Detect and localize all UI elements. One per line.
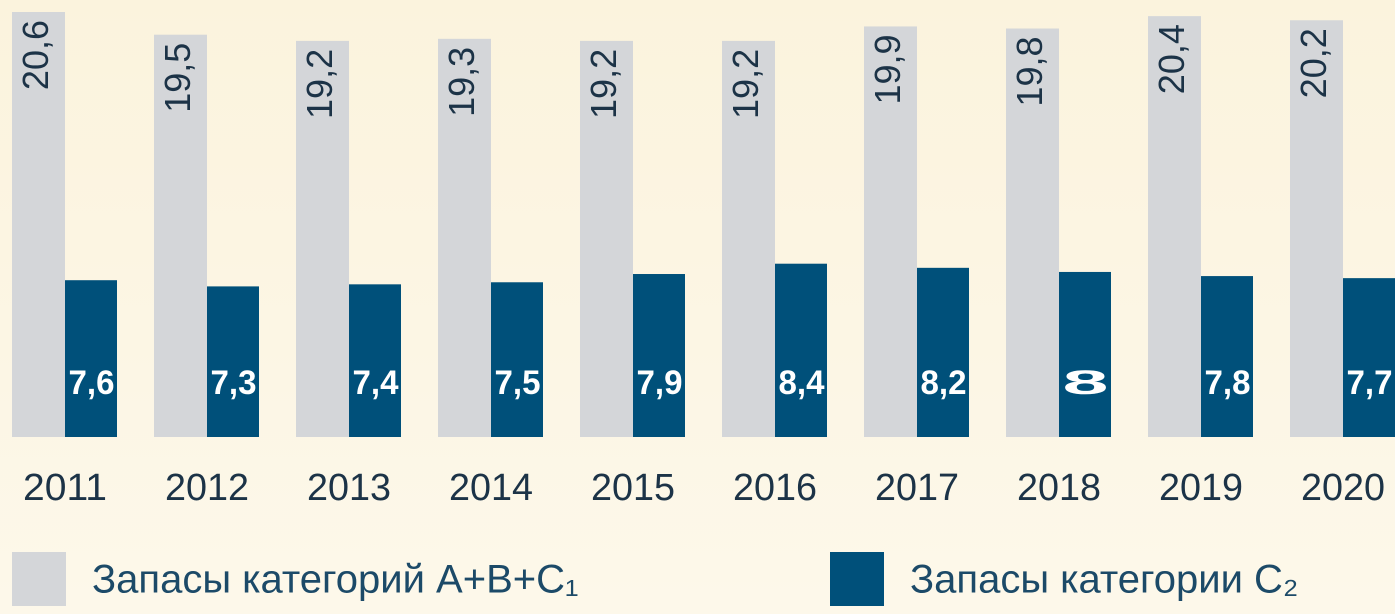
bar [580,40,633,438]
x-tick-label: 2012 [165,467,249,509]
value-label: 7,7 [1347,364,1393,402]
bar [722,40,775,438]
value-label: 19,9 [867,34,908,104]
value-label: 7,6 [69,364,115,402]
x-tick-label: 2017 [875,467,959,509]
value-label: 8,4 [779,364,825,402]
bar [917,267,969,437]
bar [1343,278,1395,437]
bar [65,280,117,437]
bar [633,274,685,437]
x-tick-label: 2013 [307,467,391,509]
bar [864,26,917,438]
x-tick-label: 2011 [23,467,107,509]
value-label: 19,2 [725,49,766,119]
x-tick-label: 2018 [1017,467,1101,509]
value-label: 19,3 [441,47,482,117]
bar [1290,20,1343,437]
bar [349,284,401,437]
value-label: 19,2 [299,49,340,119]
value-label: 20,6 [15,20,56,90]
bar [1059,271,1111,437]
x-tick-label: 2014 [449,467,533,509]
value-label: 8,2 [921,364,967,402]
legend-label: Запасы категорий A+B+C₁ [92,558,579,602]
legend-label: Запасы категории C₂ [910,558,1298,602]
bar [1201,276,1253,437]
bar [491,282,543,437]
value-label: 20,4 [1151,24,1192,94]
bar [1006,28,1059,438]
bar [207,286,259,437]
x-tick-label: 2015 [591,467,675,509]
value-label: 8 [1063,364,1109,402]
x-tick-label: 2019 [1159,467,1243,509]
bar [296,40,349,438]
value-label: 7,3 [211,364,257,402]
value-label: 7,5 [495,364,541,402]
x-tick-label: 2016 [733,467,817,509]
bar [775,263,827,437]
value-label: 19,5 [157,43,198,113]
bar [154,34,207,437]
bar [1148,16,1201,437]
legend-swatch [830,552,884,606]
value-label: 7,8 [1205,364,1251,402]
legend-swatch [12,552,66,606]
value-label: 7,4 [353,364,399,402]
bar [12,12,65,437]
value-label: 7,9 [637,364,683,402]
value-label: 19,2 [583,49,624,119]
bar [438,38,491,438]
x-tick-label: 2020 [1301,467,1385,509]
value-label: 20,2 [1293,28,1334,98]
value-label: 19,8 [1009,37,1050,107]
